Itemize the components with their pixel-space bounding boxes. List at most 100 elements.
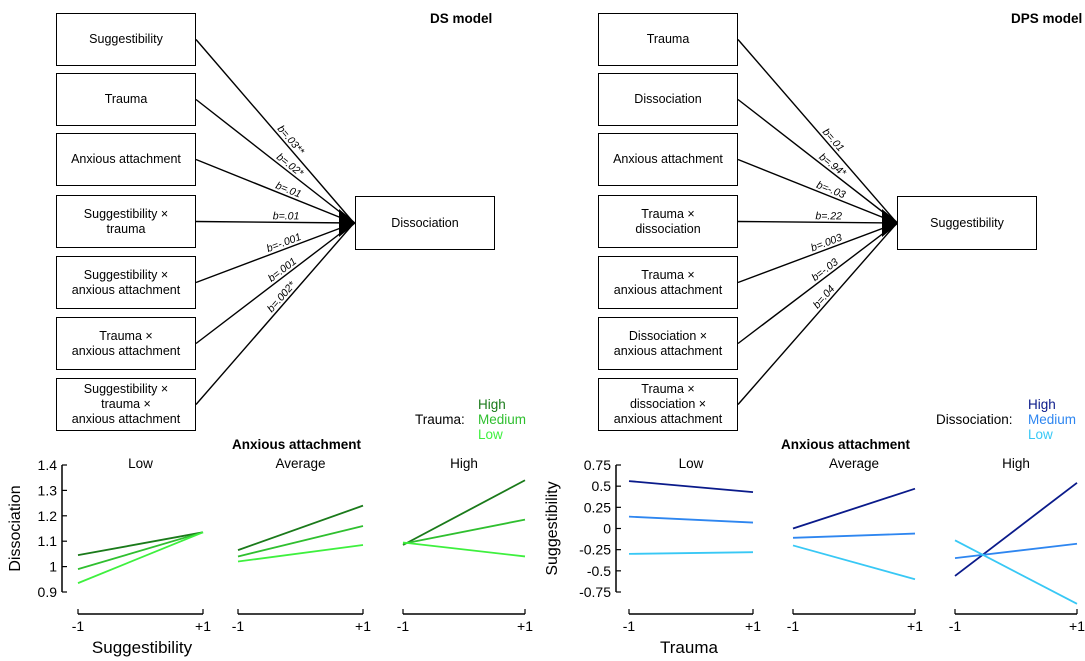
dps-predictor-box: Trauma × dissociation [598, 195, 738, 248]
ds-path-coefficient: b=.001 [266, 255, 299, 284]
ds-path-coefficient: b=.01 [273, 210, 300, 222]
x-tick-label: -1 [623, 618, 636, 634]
ds-path-line [195, 220, 355, 224]
y-tick-label: 0 [603, 521, 611, 537]
series-line-low [954, 539, 1078, 605]
series-line-low [77, 531, 204, 584]
y-tick-label: 0.25 [584, 499, 611, 515]
dps-predictor-box: Dissociation × anxious attachment [598, 317, 738, 370]
dps-path-coefficient: b=.22 [815, 210, 842, 222]
ds-path-line [195, 222, 355, 405]
series-line-high [77, 531, 204, 557]
ds-predictor-box: Anxious attachment [56, 133, 196, 186]
series-line-high [792, 487, 916, 530]
ds-path-line [195, 39, 355, 224]
ds-path-line [195, 222, 355, 284]
series-line-medium [402, 518, 526, 545]
series-line-high [954, 482, 1078, 577]
series-line-high [237, 504, 364, 551]
x-tick-label: +1 [355, 618, 371, 634]
series-line-medium [628, 515, 754, 524]
ds-path-coefficient: b=.02* [274, 151, 306, 180]
y-tick-label: -0.75 [579, 584, 611, 600]
right-plots-title: Anxious attachment [781, 437, 911, 452]
dps-predictor-box: Dissociation [598, 73, 738, 126]
x-tick-label: -1 [397, 618, 410, 634]
y-tick-label: -0.25 [579, 542, 611, 558]
ds-path-coefficient: b=.002* [265, 279, 299, 315]
y-tick-label: 1.3 [38, 482, 58, 498]
dps-path-coefficient: b=.003 [809, 232, 844, 255]
x-axis-label: Trauma [660, 638, 718, 657]
y-tick-label: 0.9 [38, 584, 58, 600]
series-line-low [237, 544, 364, 563]
y-tick-label: 1.2 [38, 508, 58, 524]
left-plots-title: Anxious attachment [232, 437, 362, 452]
legend-item-low: Low [1028, 427, 1053, 442]
dps-path-line [737, 222, 898, 284]
ds-path-coefficient: b=-.001 [265, 231, 303, 255]
ds-predictor-box: Suggestibility [56, 13, 196, 66]
x-tick-label: +1 [517, 618, 533, 634]
dps-path-line [737, 222, 898, 345]
series-line-low [628, 551, 754, 555]
series-line-medium [954, 542, 1078, 560]
dps-path-coefficient: b=-.03 [815, 179, 848, 201]
ds-model-title: DS model [430, 11, 493, 26]
y-axis-label: Suggestibility [544, 481, 561, 575]
legend-item-low: Low [478, 427, 503, 442]
legend-item-high: High [1028, 397, 1056, 412]
dps-path-line [737, 158, 898, 224]
dps-predictor-box: Trauma [598, 13, 738, 66]
series-line-medium [792, 532, 916, 539]
dps-path-line [737, 39, 898, 224]
panel-title: Average [275, 456, 325, 471]
panel-title: High [1002, 456, 1030, 471]
series-line-medium [77, 531, 204, 571]
dps-outcome-box: Suggestibility [897, 196, 1037, 250]
ds-path-line [195, 158, 355, 224]
y-tick-label: 1.1 [38, 533, 58, 549]
ds-path-coefficient: b=.01 [274, 180, 303, 201]
dps-path-line [737, 222, 898, 405]
x-tick-label: -1 [72, 618, 85, 634]
ds-arrowhead [339, 209, 356, 237]
dps-predictor-box: Anxious attachment [598, 133, 738, 186]
y-tick-label: 1 [49, 559, 57, 575]
dps-path-line [737, 98, 898, 224]
ds-path-line [195, 222, 355, 345]
y-axis-label: Dissociation [7, 485, 24, 571]
dps-path-line [737, 220, 898, 224]
legend-title: Trauma: [415, 412, 465, 427]
series-line-high [402, 479, 526, 546]
series-line-low [402, 541, 526, 558]
dps-arrowhead [882, 209, 899, 237]
x-tick-label: -1 [949, 618, 962, 634]
x-tick-label: +1 [907, 618, 923, 634]
ds-outcome-box: Dissociation [355, 196, 495, 250]
x-tick-label: +1 [1069, 618, 1085, 634]
legend-item-medium: Medium [478, 412, 527, 427]
y-tick-label: 0.5 [592, 478, 612, 494]
y-tick-label: -0.5 [587, 563, 611, 579]
dps-predictor-box: Trauma × dissociation × anxious attachme… [598, 378, 738, 431]
dps-model-title: DPS model [1011, 11, 1083, 26]
ds-predictor-box: Trauma × anxious attachment [56, 317, 196, 370]
ds-path-line [195, 98, 355, 224]
panel-title: High [450, 456, 478, 471]
dps-path-coefficient: b=.94* [817, 151, 849, 180]
series-line-medium [237, 525, 364, 558]
legend-title: Dissociation: [936, 412, 1013, 427]
series-line-low [792, 544, 916, 581]
legend-item-high: High [478, 397, 506, 412]
x-tick-label: -1 [787, 618, 800, 634]
y-tick-label: 1.4 [38, 457, 58, 473]
x-axis-label: Suggestibility [92, 638, 193, 657]
x-tick-label: -1 [232, 618, 245, 634]
dps-predictor-box: Trauma × anxious attachment [598, 256, 738, 309]
ds-predictor-box: Trauma [56, 73, 196, 126]
ds-predictor-box: Suggestibility × trauma [56, 195, 196, 248]
panel-title: Low [679, 456, 704, 471]
interaction-plots-layer: 0.9 1 1.1 1.2 1.3 1.4 Dissociation Low -1 +1 Avera… [7, 456, 1085, 657]
